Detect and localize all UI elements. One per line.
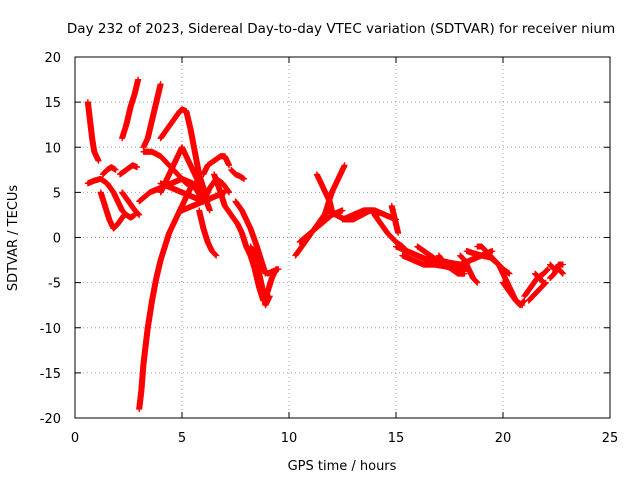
x-tick-label: 25 [602, 431, 619, 446]
data-point [157, 81, 164, 88]
data-point [121, 211, 128, 218]
grid [75, 57, 610, 418]
y-tick-label: 20 [44, 51, 61, 66]
series-track-31 [388, 202, 402, 236]
data-point [341, 162, 348, 169]
data-point [135, 76, 142, 83]
data-point [95, 157, 102, 164]
series-track-03 [97, 189, 128, 232]
data-marks [84, 76, 566, 412]
data-point [136, 211, 143, 218]
plot-frame [74, 56, 611, 419]
data-point [395, 229, 402, 236]
series-track-12 [157, 106, 211, 205]
series-track-20 [228, 166, 248, 182]
y-tick-label: -10 [40, 322, 61, 337]
y-tick-label: 15 [44, 96, 61, 111]
x-axis-label: GPS time / hours [288, 459, 397, 474]
y-tick-label: 0 [53, 232, 61, 247]
series-track-35 [435, 252, 468, 277]
x-tick-label: 10 [281, 431, 298, 446]
axis-ticks: 0 5 10 15 20 25 -20 -15 -10 -5 0 5 10 15 20 [40, 51, 619, 446]
data-point [461, 270, 468, 277]
data-point [266, 293, 273, 300]
y-tick-label: -20 [40, 412, 61, 427]
series-track-01 [84, 99, 102, 164]
y-axis-label: SDTVAR / TECUs [6, 185, 21, 292]
data-point [213, 252, 220, 259]
x-tick-label: 20 [495, 431, 512, 446]
series-track-07 [119, 189, 143, 218]
data-point [275, 266, 282, 273]
series-track-15 [179, 189, 228, 214]
series-track-19 [211, 171, 280, 304]
data-point [559, 261, 566, 268]
data-point [559, 270, 566, 277]
data-point [134, 164, 141, 171]
series-track-41 [525, 279, 549, 304]
x-tick-label: 15 [388, 431, 405, 446]
y-tick-label: 5 [53, 186, 61, 201]
series-track-27 [320, 162, 348, 223]
series-track-39 [500, 279, 526, 309]
chart-title: Day 232 of 2023, Sidereal Day-to-day VTE… [67, 21, 615, 37]
series-track-02 [84, 175, 138, 221]
x-tick-label: 0 [71, 431, 79, 446]
data-point [544, 266, 551, 273]
series-track-17 [200, 153, 233, 178]
data-point [226, 162, 233, 169]
data-point [339, 207, 346, 214]
data-point [519, 302, 526, 309]
data-point [540, 279, 547, 286]
series-track-04 [99, 164, 119, 178]
data-point [206, 207, 213, 214]
data-point [226, 189, 233, 196]
series-track-05 [116, 162, 141, 178]
y-tick-label: -15 [40, 367, 61, 382]
series-track-16 [196, 207, 220, 259]
series-track-42 [532, 270, 547, 286]
data-point [489, 248, 496, 255]
series-track-44 [547, 261, 566, 282]
series-track-09 [140, 81, 164, 151]
y-tick-label: 10 [44, 141, 61, 156]
data-point [241, 175, 248, 182]
data-point [474, 279, 481, 286]
series-track-08 [136, 180, 198, 412]
y-tick-label: -5 [48, 277, 61, 292]
series-track-06 [119, 76, 142, 142]
data-point [112, 166, 119, 173]
x-tick-label: 5 [178, 431, 186, 446]
series-track-23 [253, 261, 273, 309]
series-track-13 [157, 144, 213, 214]
series-track-36 [457, 252, 481, 286]
data-point [506, 270, 513, 277]
